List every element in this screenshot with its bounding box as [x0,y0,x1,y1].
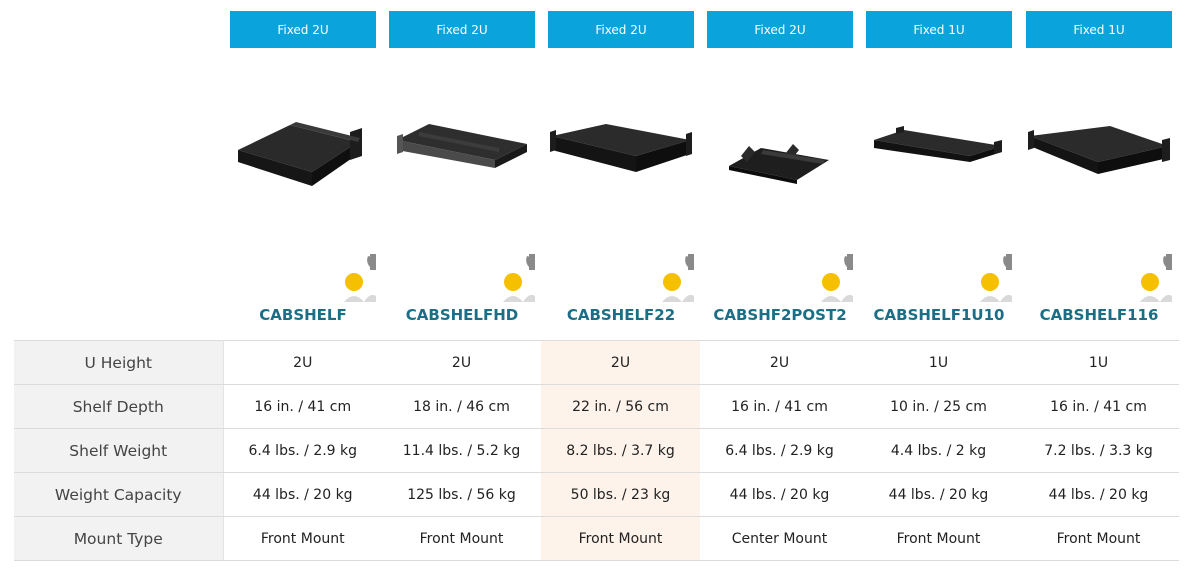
spec-value: 50 lbs. / 23 kg [541,472,700,517]
spec-value: 6.4 lbs. / 2.9 kg [223,428,382,473]
rack-shelf-image[interactable] [230,110,376,200]
spec-value: 8.2 lbs. / 3.7 kg [541,428,700,473]
spec-value: 16 in. / 41 cm [223,384,382,429]
spec-value: 11.4 lbs. / 5.2 kg [382,428,541,473]
spec-value: 18 in. / 46 cm [382,384,541,429]
spec-value: Front Mount [223,516,382,561]
spec-value: Front Mount [382,516,541,561]
product-model-link[interactable]: CABSHF2POST2 [713,306,847,324]
spec-value: 44 lbs. / 20 kg [859,472,1018,517]
mount-type-badge: Fixed 2U [707,11,853,48]
brand-logo-icon [660,252,694,302]
spec-value: 1U [859,340,1018,385]
rack-shelf-image[interactable] [1026,110,1172,200]
rack-shelf-image[interactable] [866,110,1012,200]
product-model-link[interactable]: CABSHELFHD [405,306,519,324]
product-model-link[interactable]: CABSHELF22 [566,306,676,324]
spec-value: 44 lbs. / 20 kg [700,472,859,517]
spec-row-shelf-depth: Shelf Depth 16 in. / 41 cm 18 in. / 46 c… [14,384,1179,429]
spec-row-shelf-weight: Shelf Weight 6.4 lbs. / 2.9 kg 11.4 lbs.… [14,428,1179,473]
spec-label: Weight Capacity [14,472,224,517]
spec-value: Front Mount [859,516,1018,561]
product-model-link[interactable]: CABSHELF116 [1039,306,1159,324]
brand-logo-icon [978,252,1012,302]
spec-value: 1U [1018,340,1179,385]
spec-label: Shelf Weight [14,428,224,473]
spec-value: 44 lbs. / 20 kg [223,472,382,517]
rack-shelf-image[interactable] [389,110,535,200]
spec-value: 125 lbs. / 56 kg [382,472,541,517]
spec-value: 16 in. / 41 cm [700,384,859,429]
spec-value: 2U [541,340,700,385]
spec-value: 2U [223,340,382,385]
product-model-link[interactable]: CABSHELF [259,306,347,324]
mount-type-badge: Fixed 2U [230,11,376,48]
spec-value: 44 lbs. / 20 kg [1018,472,1179,517]
brand-logo-icon [1138,252,1172,302]
spec-value: 6.4 lbs. / 2.9 kg [700,428,859,473]
spec-row-u-height: U Height 2U 2U 2U 2U 1U 1U [14,340,1179,385]
spec-comparison-table: U Height 2U 2U 2U 2U 1U 1U Shelf Depth 1… [14,340,1179,561]
brand-logo-icon [819,252,853,302]
spec-value: 22 in. / 56 cm [541,384,700,429]
spec-label: U Height [14,340,224,385]
spec-value: 10 in. / 25 cm [859,384,1018,429]
spec-row-mount-type: Mount Type Front Mount Front Mount Front… [14,516,1179,561]
spec-label: Mount Type [14,516,224,561]
spec-value: Front Mount [1018,516,1179,561]
mount-type-badge: Fixed 2U [389,11,535,48]
spec-label: Shelf Depth [14,384,224,429]
spec-value: 2U [700,340,859,385]
spec-value: Center Mount [700,516,859,561]
rack-shelf-image[interactable] [548,110,694,200]
mount-type-badge: Fixed 1U [866,11,1012,48]
mount-type-badge: Fixed 1U [1026,11,1172,48]
spec-value: 2U [382,340,541,385]
mount-type-badge: Fixed 2U [548,11,694,48]
rack-shelf-image[interactable] [707,110,853,200]
product-model-link[interactable]: CABSHELF1U10 [873,306,1005,324]
spec-row-weight-capacity: Weight Capacity 44 lbs. / 20 kg 125 lbs.… [14,472,1179,517]
spec-value: Front Mount [541,516,700,561]
spec-value: 16 in. / 41 cm [1018,384,1179,429]
brand-logo-icon [501,252,535,302]
spec-value: 4.4 lbs. / 2 kg [859,428,1018,473]
brand-logo-icon [342,252,376,302]
spec-value: 7.2 lbs. / 3.3 kg [1018,428,1179,473]
